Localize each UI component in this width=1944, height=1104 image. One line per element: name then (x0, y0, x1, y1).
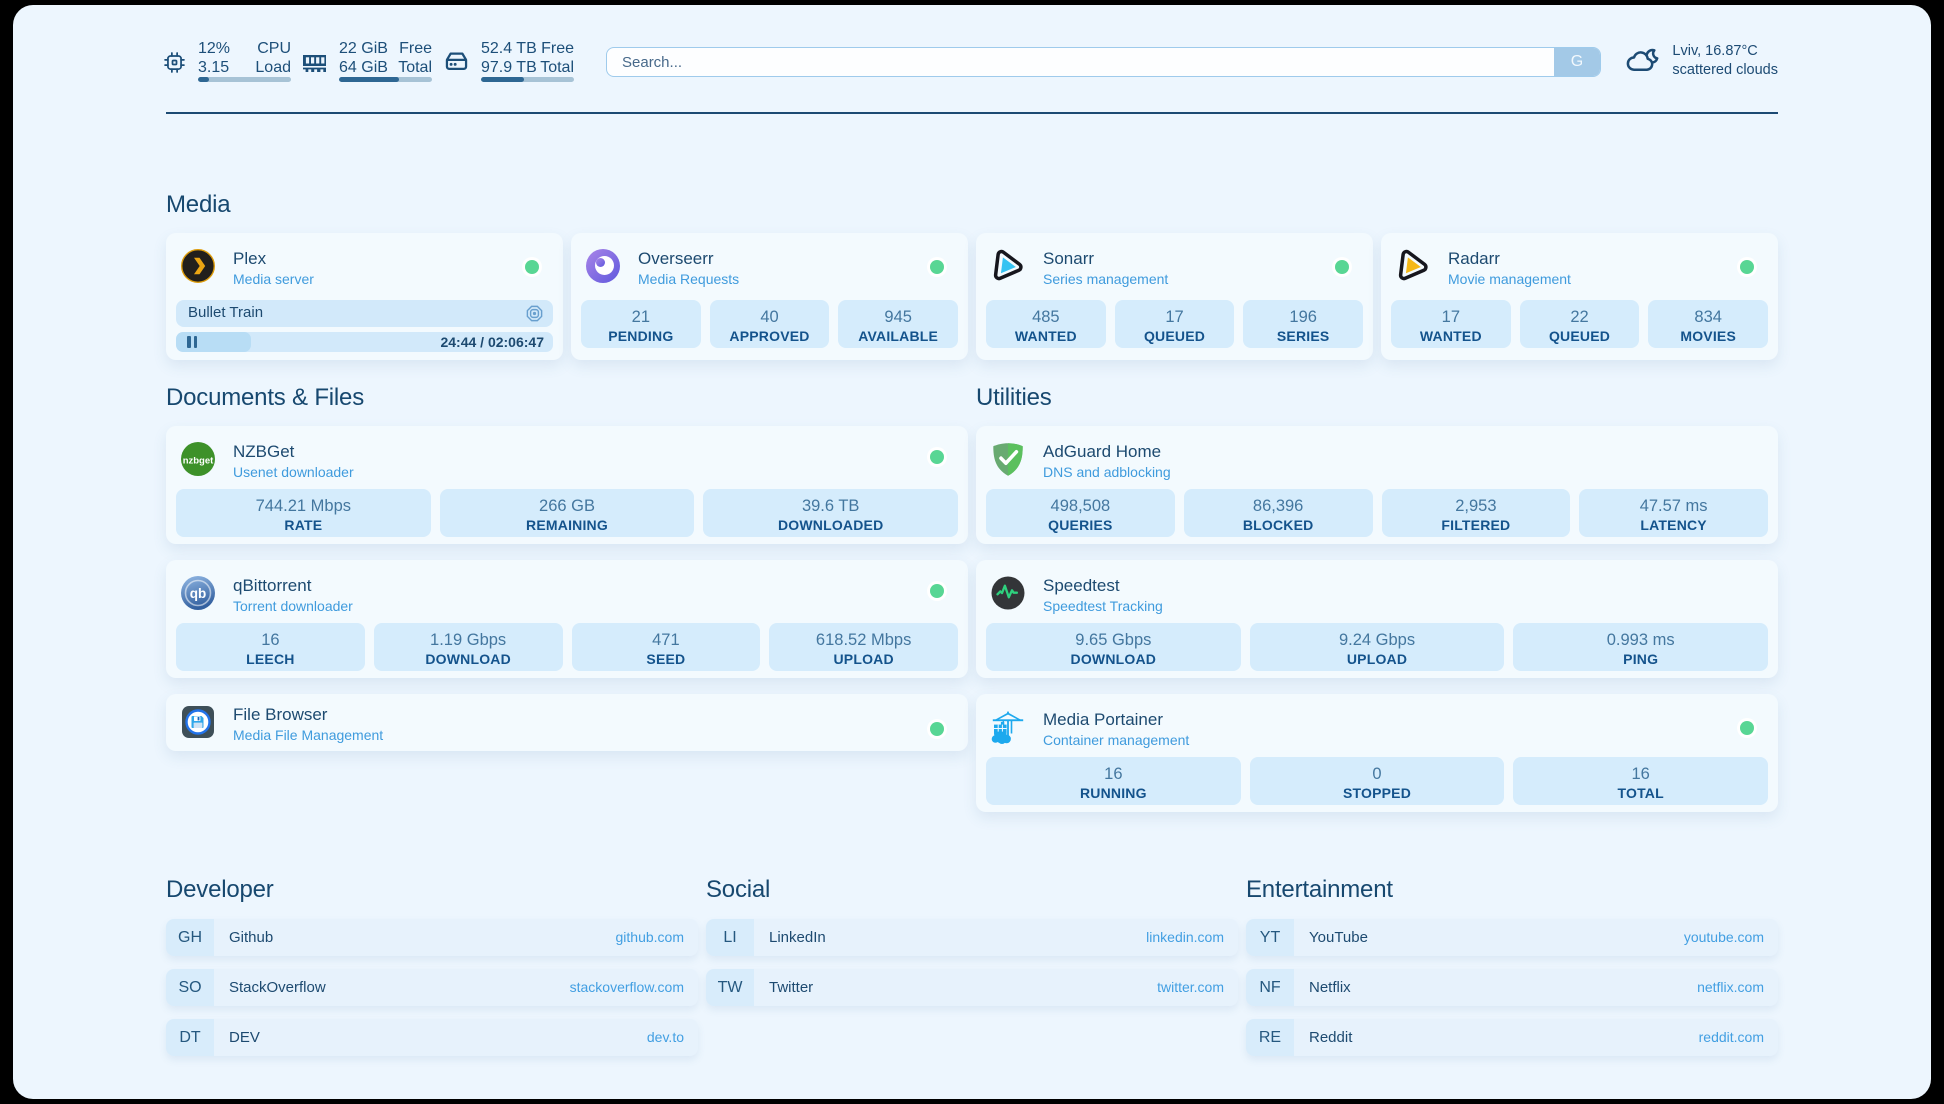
svg-text:nzbget: nzbget (183, 456, 214, 467)
svg-text:qb: qb (190, 586, 207, 601)
